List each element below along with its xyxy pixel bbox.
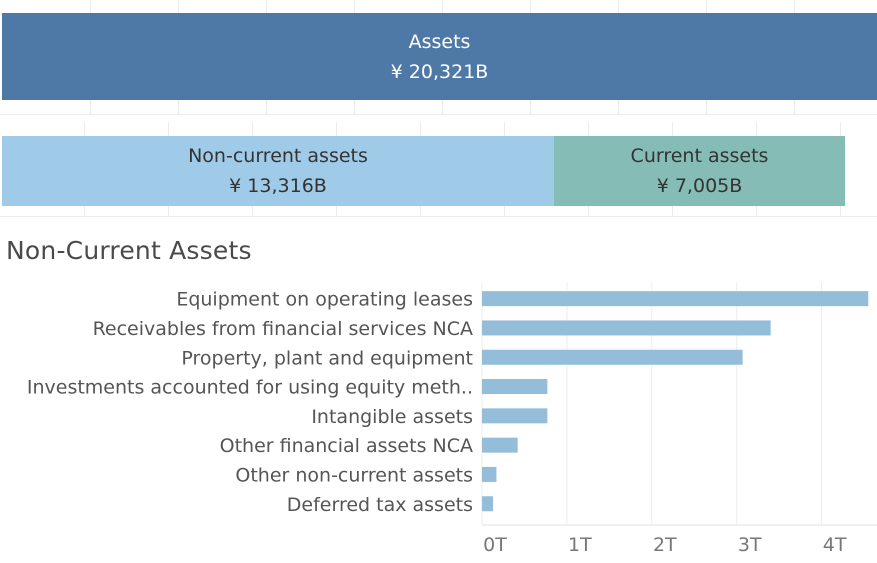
- x-tick-label: 4T: [823, 534, 847, 556]
- x-tick-label: 0T: [483, 534, 507, 556]
- non-current-assets-label: Non-current assets: [188, 145, 368, 167]
- bar[interactable]: [482, 466, 497, 482]
- category-label: Intangible assets: [311, 406, 473, 428]
- category-label: Investments accounted for using equity m…: [27, 377, 473, 399]
- bar[interactable]: [482, 408, 548, 424]
- non-current-assets-value: ¥ 13,316B: [229, 175, 327, 197]
- bar[interactable]: [482, 320, 771, 336]
- category-label: Property, plant and equipment: [181, 347, 473, 369]
- category-label: Deferred tax assets: [287, 494, 473, 516]
- bar[interactable]: [482, 496, 494, 512]
- section-title: Non-Current Assets: [6, 236, 252, 265]
- category-label: Other non-current assets: [235, 464, 473, 486]
- bar[interactable]: [482, 437, 518, 453]
- x-tick-label: 1T: [568, 534, 592, 556]
- x-tick-label: 2T: [653, 534, 677, 556]
- x-tick-label: 3T: [738, 534, 762, 556]
- bar[interactable]: [482, 291, 869, 307]
- current-assets-label: Current assets: [630, 145, 769, 167]
- assets-value: ¥ 20,321B: [390, 60, 489, 83]
- assets-label: Assets: [408, 30, 471, 53]
- category-label: Receivables from financial services NCA: [93, 318, 473, 340]
- assets-total-bar[interactable]: Assets ¥ 20,321B: [2, 13, 877, 100]
- bar[interactable]: [482, 349, 743, 365]
- current-assets-value: ¥ 7,005B: [656, 175, 743, 197]
- category-label: Equipment on operating leases: [176, 289, 473, 311]
- category-label: Other financial assets NCA: [220, 435, 473, 457]
- current-assets-bar[interactable]: Current assets ¥ 7,005B: [554, 136, 845, 206]
- bar[interactable]: [482, 379, 548, 395]
- non-current-assets-bar[interactable]: Non-current assets ¥ 13,316B: [2, 136, 554, 206]
